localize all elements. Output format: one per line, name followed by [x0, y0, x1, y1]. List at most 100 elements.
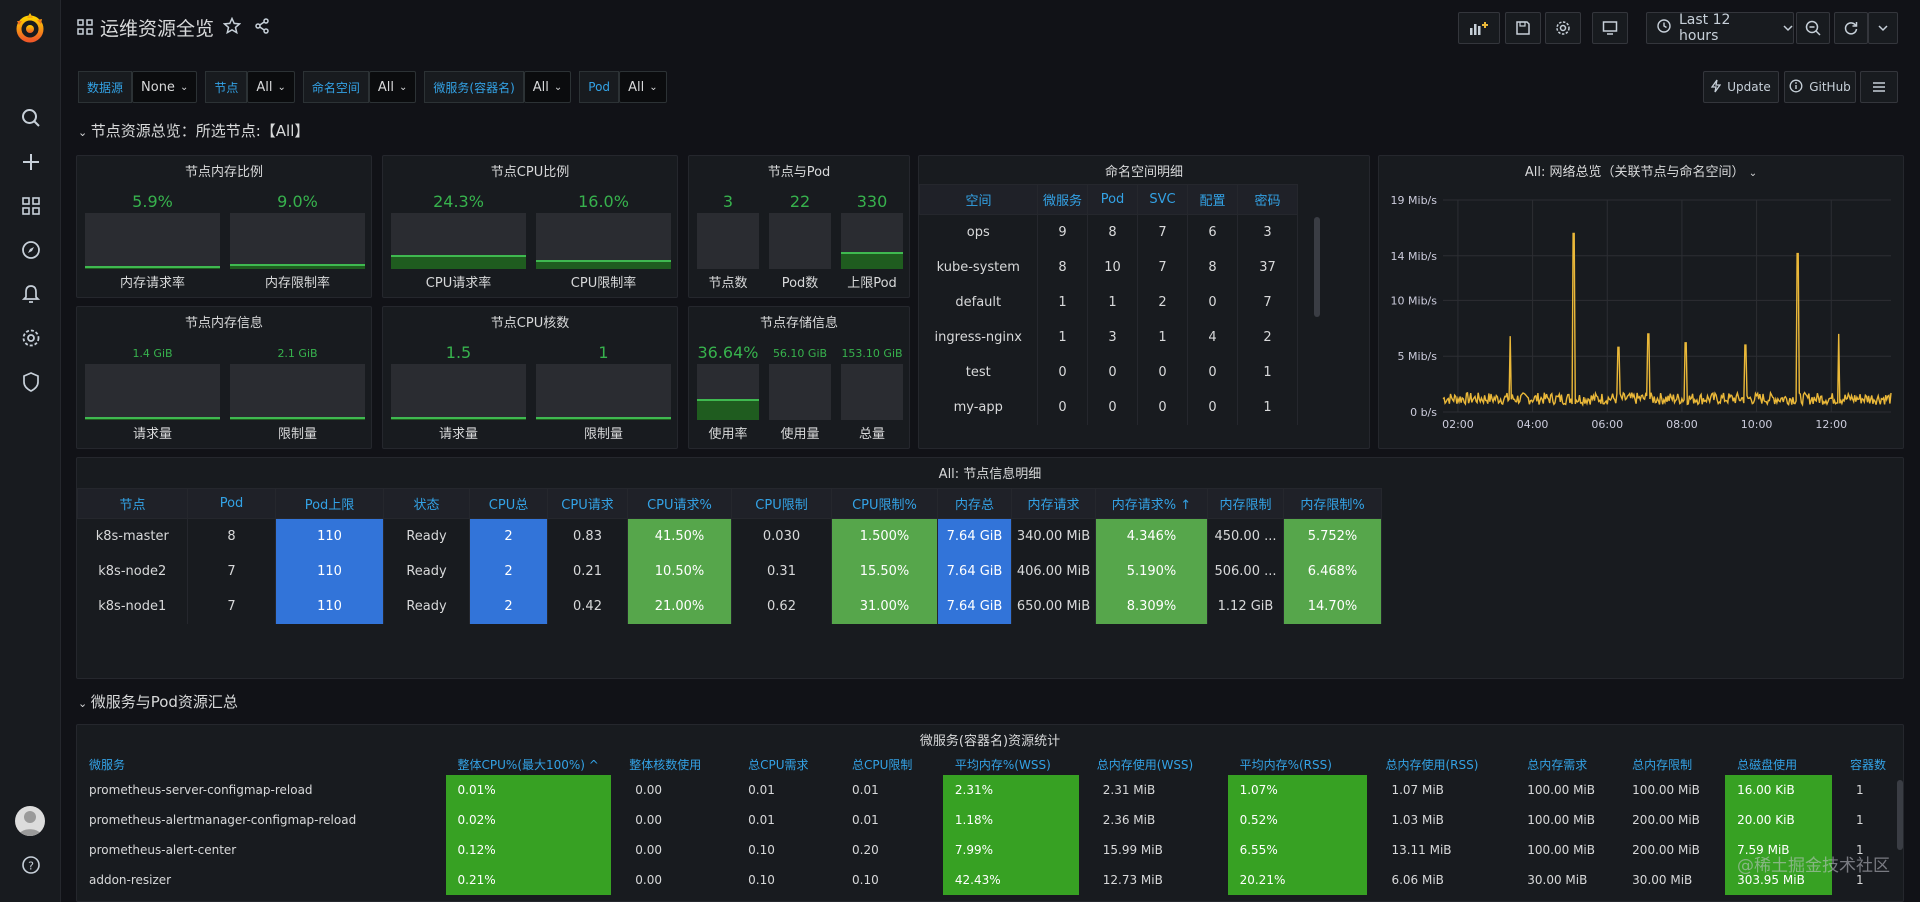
column-header[interactable]: 密码 — [1237, 184, 1298, 215]
column-header[interactable]: 内存限制 — [1207, 488, 1284, 519]
help-icon[interactable]: ? — [16, 850, 46, 880]
table-cell: 37 — [1237, 249, 1298, 285]
grafana-logo-icon[interactable] — [11, 9, 49, 47]
column-header[interactable]: 配置 — [1187, 184, 1238, 215]
dashboard-settings-button[interactable] — [1545, 12, 1581, 44]
column-header[interactable]: CPU总 — [469, 488, 548, 519]
gauge-bar — [536, 213, 671, 269]
table-scrollbar[interactable] — [1314, 217, 1320, 317]
variable-select[interactable]: All ⌄ — [247, 71, 295, 103]
server-admin-shield-icon[interactable] — [16, 367, 46, 397]
variable-select[interactable]: All ⌄ — [523, 71, 572, 103]
column-header[interactable]: 内存限制% — [1283, 488, 1382, 519]
plus-icon[interactable] — [16, 147, 46, 177]
save-dashboard-button[interactable] — [1505, 12, 1541, 44]
variable-select[interactable]: All ⌄ — [619, 71, 667, 103]
stat-label: 限制量 — [277, 427, 317, 442]
column-header[interactable]: 平均内存%(WSS) — [942, 753, 1085, 775]
column-header[interactable]: Pod — [187, 488, 276, 519]
share-icon[interactable] — [254, 18, 270, 38]
refresh-button[interactable] — [1834, 12, 1868, 44]
network-series-line[interactable] — [1442, 232, 1892, 407]
variable-select[interactable]: None ⌄ — [132, 71, 198, 103]
gauge-fill — [85, 265, 220, 269]
search-icon[interactable] — [16, 103, 46, 133]
column-header[interactable]: 微服务 — [77, 753, 446, 775]
table-cell: 5.752% — [1283, 518, 1382, 554]
column-header[interactable]: 节点 — [77, 488, 188, 519]
chevron-down-icon: ⌄ — [1748, 168, 1758, 179]
refresh-interval-dropdown[interactable] — [1868, 12, 1898, 44]
stat-label: 请求量 — [132, 427, 172, 442]
zoom-out-button[interactable] — [1796, 12, 1830, 44]
table-row: test 0 0 0 0 1 — [919, 354, 1298, 390]
gauge-fill — [230, 417, 365, 420]
column-header[interactable]: 内存请求 — [1011, 488, 1096, 519]
dashboard-title[interactable]: 运维资源全览 — [100, 18, 215, 40]
column-header[interactable]: 总CPU限制 — [840, 753, 943, 775]
column-header[interactable]: CPU限制% — [831, 488, 938, 519]
time-range-picker[interactable]: Last 12 hours — [1646, 12, 1794, 44]
column-header[interactable]: 容器数 — [1837, 753, 1903, 775]
network-overview-panel: All: 网络总览（关联节点与命名空间） ⌄ 19 Mib/s 14 Mib/s 1… — [1378, 155, 1904, 449]
column-header[interactable]: 整体CPU%(最大100%) ^ — [445, 753, 618, 775]
star-icon[interactable] — [222, 16, 242, 39]
table-cell: 340.00 MiB — [1011, 518, 1096, 554]
table-cell: 0 — [1137, 354, 1188, 390]
row-title-microservice[interactable]: ⌄ 微服务与Pod资源汇总 — [78, 691, 238, 712]
column-header[interactable]: 总CPU需求 — [736, 753, 841, 775]
panel-cpu-cores: 节点CPU核数 1.5 请求量 1 限制量 — [382, 306, 678, 449]
table-cell: 7 — [187, 553, 276, 589]
gauge-bar — [536, 364, 671, 420]
panel-title[interactable]: All: 网络总览（关联节点与命名空间） ⌄ — [1524, 165, 1758, 180]
row-title-node-overview[interactable]: ⌄ 节点资源总览：所选节点:【All】 — [78, 120, 309, 141]
user-avatar[interactable] — [15, 806, 45, 836]
table-scrollbar[interactable] — [1897, 780, 1903, 850]
table-cell: 0.01 — [748, 813, 775, 827]
table-cell: 15.50% — [831, 553, 938, 589]
github-link-button[interactable]: GitHub — [1784, 71, 1856, 103]
column-header[interactable]: CPU请求 — [547, 488, 628, 519]
gauge-bar — [769, 213, 831, 269]
stat-label: CPU请求率 — [425, 276, 492, 291]
column-header[interactable]: 总内存使用(WSS) — [1084, 753, 1228, 775]
table-row: my-app 0 0 0 0 1 — [919, 389, 1298, 425]
column-header[interactable]: 总内存需求 — [1515, 753, 1621, 775]
column-header[interactable]: 微服务 — [1037, 184, 1088, 215]
column-header[interactable]: SVC — [1137, 184, 1188, 215]
table-cell: my-app — [919, 389, 1038, 425]
column-header[interactable]: 整体核数使用 — [617, 753, 737, 775]
settings-gear-icon[interactable] — [16, 323, 46, 353]
variable-select[interactable]: All ⌄ — [368, 71, 417, 103]
column-header[interactable]: 内存总 — [937, 488, 1012, 519]
panel-title: 命名空间明细 — [1104, 165, 1183, 180]
gauge-fill — [697, 399, 759, 420]
top-navbar: 运维资源全览 Last 12 hours — [61, 0, 1920, 56]
tv-mode-button[interactable] — [1592, 12, 1628, 44]
table-cell: 15.99 MiB — [1102, 843, 1163, 857]
add-panel-button[interactable] — [1458, 12, 1500, 44]
column-header[interactable]: Pod上限 — [275, 488, 384, 519]
table-cell: k8s-node2 — [77, 553, 188, 589]
column-header[interactable]: 空间 — [919, 184, 1038, 215]
dashboards-icon[interactable] — [16, 191, 46, 221]
network-line-chart[interactable]: 19 Mib/s 14 Mib/s 10 Mib/s 5 Mib/s 0 b/s 02:0… — [1379, 156, 1905, 450]
update-link-button[interactable]: Update — [1703, 71, 1779, 103]
column-header[interactable]: CPU限制 — [731, 488, 832, 519]
svg-text:?: ? — [28, 860, 34, 873]
gauge-fill — [697, 266, 759, 269]
column-header[interactable]: 总磁盘使用 — [1725, 753, 1838, 775]
explore-compass-icon[interactable] — [16, 235, 46, 265]
column-header[interactable]: 总内存使用(RSS) — [1373, 753, 1516, 775]
column-header[interactable]: 总内存限制 — [1620, 753, 1726, 775]
menu-hamburger-button[interactable] — [1860, 71, 1898, 103]
column-header[interactable]: 平均内存%(RSS) — [1227, 753, 1374, 775]
column-header[interactable]: 内存请求% ↑ — [1095, 488, 1208, 519]
table-cell: 0.62 — [731, 588, 832, 624]
column-header[interactable]: CPU请求% — [627, 488, 732, 519]
table-cell: 1 — [1855, 813, 1864, 827]
alerting-bell-icon[interactable] — [16, 279, 46, 309]
panel-title: 节点与Pod — [767, 165, 831, 180]
column-header[interactable]: Pod — [1087, 184, 1138, 215]
column-header[interactable]: 状态 — [383, 488, 470, 519]
